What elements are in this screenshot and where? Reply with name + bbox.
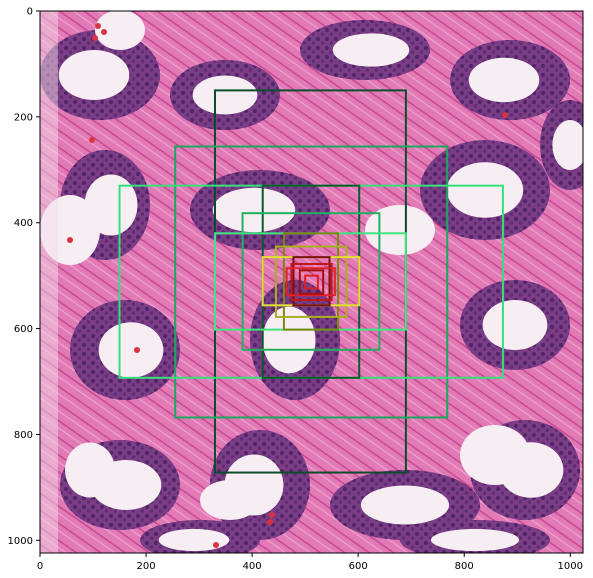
bounding-box [298, 269, 325, 295]
lumen-region [360, 485, 450, 525]
y-tick-label: 0 [27, 7, 33, 18]
lumen-region [332, 33, 410, 67]
bounding-box [282, 232, 340, 331]
blood-cell [267, 519, 273, 525]
blood-cell [101, 29, 107, 35]
overlay-boxes [118, 89, 504, 474]
y-tick-label: 400 [14, 218, 33, 229]
bounding-box [174, 145, 449, 419]
y-tick-label: 600 [14, 324, 33, 335]
lumen-region [262, 306, 316, 374]
glands-layer [40, 11, 583, 553]
blood-cell [95, 23, 101, 29]
x-tick-label: 400 [243, 561, 262, 572]
lumen-region [365, 205, 435, 255]
lumen-region [192, 75, 258, 115]
lumen-region [200, 480, 260, 520]
lumen-region [468, 57, 540, 103]
x-tick-label: 1000 [558, 561, 583, 572]
y-tick-label: 800 [14, 430, 33, 441]
bounding-box [292, 256, 331, 307]
blood-cell [269, 512, 275, 518]
lumen-region [98, 322, 164, 378]
y-tick-label: 1000 [8, 536, 33, 547]
slide-edge [40, 11, 58, 553]
x-tick-label: 800 [455, 561, 474, 572]
lumen-region [552, 120, 583, 170]
bounding-box [290, 263, 333, 301]
histology-image [40, 11, 583, 553]
blood-cell [502, 112, 508, 118]
bounding-box [274, 245, 348, 318]
x-tick-label: 600 [349, 561, 368, 572]
bounding-box [285, 267, 336, 297]
blood-cell [67, 237, 73, 243]
lumen-region [95, 11, 145, 50]
blood-cell [89, 137, 95, 143]
lumen-region [482, 300, 548, 350]
y-tick-label: 200 [14, 112, 33, 123]
lumen-region [460, 425, 530, 485]
x-tick-label: 200 [137, 561, 156, 572]
blood-cell [213, 542, 219, 548]
lumen-region [430, 528, 520, 552]
lumen-region [65, 442, 115, 498]
x-tick-label: 0 [37, 561, 43, 572]
lumen-region [446, 162, 524, 218]
axes-frame [39, 10, 584, 554]
x-axis: 0 200 400 600 800 1000 [37, 553, 583, 572]
bounding-box [304, 274, 319, 290]
lumen-region [58, 50, 130, 100]
y-axis: 0 200 400 600 800 1000 [8, 7, 40, 547]
blood-cell [92, 35, 98, 41]
lumen-region [212, 187, 296, 233]
blood-cell [134, 347, 140, 353]
lumen-region [158, 528, 230, 552]
bounding-box [241, 212, 381, 351]
